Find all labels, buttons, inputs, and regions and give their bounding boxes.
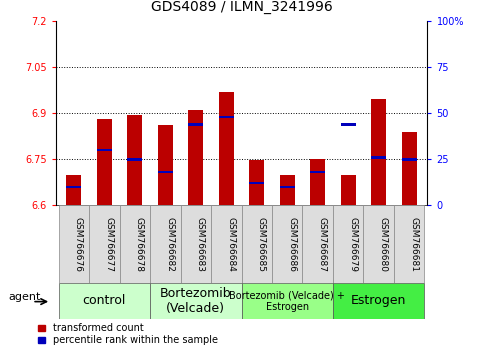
Text: GSM766680: GSM766680 <box>379 217 388 272</box>
Bar <box>66 175 82 205</box>
Bar <box>188 110 203 205</box>
Text: GSM766687: GSM766687 <box>318 217 327 272</box>
Bar <box>188 123 203 126</box>
Text: GSM766677: GSM766677 <box>104 217 114 272</box>
Text: agent: agent <box>8 292 41 302</box>
Text: GSM766682: GSM766682 <box>165 217 174 272</box>
Bar <box>127 158 142 160</box>
Text: GSM766681: GSM766681 <box>409 217 418 272</box>
Bar <box>150 205 181 283</box>
Text: GSM766684: GSM766684 <box>226 217 235 272</box>
Bar <box>58 283 150 319</box>
Text: control: control <box>83 295 126 307</box>
Bar <box>242 283 333 319</box>
Bar <box>89 205 120 283</box>
Bar <box>371 99 386 205</box>
Bar <box>363 205 394 283</box>
Bar <box>333 205 363 283</box>
Legend: transformed count, percentile rank within the sample: transformed count, percentile rank withi… <box>38 324 218 346</box>
Text: GSM766678: GSM766678 <box>135 217 144 272</box>
Text: GSM766676: GSM766676 <box>74 217 83 272</box>
Bar <box>97 149 112 151</box>
Bar <box>280 186 295 188</box>
Bar <box>310 159 326 205</box>
Bar <box>211 205 242 283</box>
Bar <box>333 283 425 319</box>
Text: Estrogen: Estrogen <box>351 295 406 307</box>
Text: Bortezomib
(Velcade): Bortezomib (Velcade) <box>160 287 231 315</box>
Bar <box>242 205 272 283</box>
Bar <box>219 116 234 118</box>
Text: GSM766685: GSM766685 <box>257 217 266 272</box>
Bar <box>219 92 234 205</box>
Bar <box>157 125 173 205</box>
Bar <box>341 123 356 126</box>
Bar <box>371 156 386 159</box>
Bar <box>302 205 333 283</box>
Text: GDS4089 / ILMN_3241996: GDS4089 / ILMN_3241996 <box>151 0 332 14</box>
Bar <box>341 175 356 205</box>
Bar <box>120 205 150 283</box>
Bar <box>66 186 82 188</box>
Bar <box>310 171 326 173</box>
Bar <box>97 119 112 205</box>
Bar <box>394 205 425 283</box>
Bar <box>157 171 173 173</box>
Text: GSM766683: GSM766683 <box>196 217 205 272</box>
Text: Bortezomib (Velcade) +
Estrogen: Bortezomib (Velcade) + Estrogen <box>229 290 345 312</box>
Bar <box>58 205 89 283</box>
Bar <box>401 132 417 205</box>
Text: GSM766679: GSM766679 <box>348 217 357 272</box>
Bar <box>127 115 142 205</box>
Bar <box>280 175 295 205</box>
Bar <box>181 205 211 283</box>
Bar <box>249 182 264 184</box>
Bar <box>401 158 417 160</box>
Bar <box>249 160 264 205</box>
Text: GSM766686: GSM766686 <box>287 217 296 272</box>
Bar <box>150 283 242 319</box>
Bar <box>272 205 302 283</box>
